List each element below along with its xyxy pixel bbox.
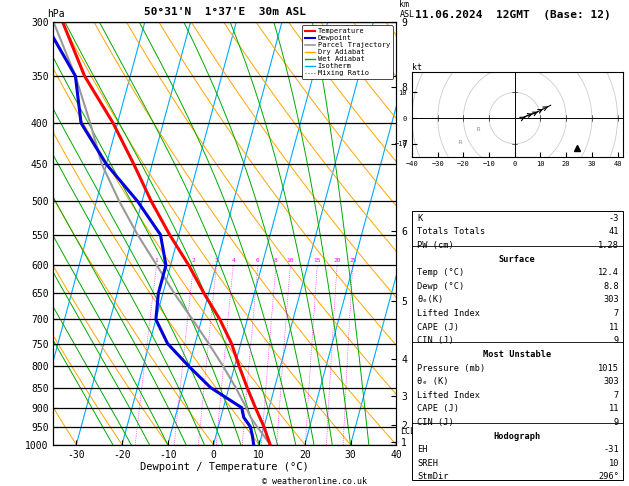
Text: 296°: 296° — [598, 472, 619, 482]
Text: CAPE (J): CAPE (J) — [417, 404, 459, 414]
Text: Hodograph: Hodograph — [494, 432, 541, 441]
Text: 10: 10 — [608, 459, 619, 468]
Text: 2: 2 — [192, 258, 196, 263]
Text: 303: 303 — [603, 377, 619, 386]
Text: -3: -3 — [608, 214, 619, 223]
Text: LCL: LCL — [399, 427, 415, 435]
Text: 9: 9 — [614, 418, 619, 427]
Text: 1015: 1015 — [598, 364, 619, 373]
Text: 10: 10 — [287, 258, 294, 263]
Text: Pressure (mb): Pressure (mb) — [417, 364, 486, 373]
Text: 41: 41 — [608, 227, 619, 237]
Text: 50°31'N  1°37'E  30m ASL: 50°31'N 1°37'E 30m ASL — [144, 7, 306, 17]
Text: © weatheronline.co.uk: © weatheronline.co.uk — [262, 476, 367, 486]
X-axis label: Dewpoint / Temperature (°C): Dewpoint / Temperature (°C) — [140, 462, 309, 472]
Text: 303: 303 — [603, 295, 619, 305]
Text: θₑ(K): θₑ(K) — [417, 295, 443, 305]
Text: 12.4: 12.4 — [598, 268, 619, 278]
Text: 8: 8 — [274, 258, 278, 263]
Text: 15: 15 — [314, 258, 321, 263]
Text: 11: 11 — [608, 404, 619, 414]
Text: 1.28: 1.28 — [598, 241, 619, 250]
Text: 3: 3 — [214, 258, 218, 263]
Text: -31: -31 — [603, 445, 619, 454]
Text: R: R — [459, 140, 462, 145]
Text: 9: 9 — [614, 336, 619, 346]
Text: 20: 20 — [333, 258, 341, 263]
Text: Most Unstable: Most Unstable — [483, 350, 552, 359]
Text: K: K — [417, 214, 422, 223]
Text: 7: 7 — [614, 309, 619, 318]
Text: 6: 6 — [256, 258, 260, 263]
Text: Dewp (°C): Dewp (°C) — [417, 282, 464, 291]
Text: Lifted Index: Lifted Index — [417, 391, 480, 400]
Text: StmDir: StmDir — [417, 472, 448, 482]
Text: R: R — [476, 127, 479, 132]
Text: CIN (J): CIN (J) — [417, 336, 454, 346]
Text: kt: kt — [412, 63, 422, 72]
Text: 11.06.2024  12GMT  (Base: 12): 11.06.2024 12GMT (Base: 12) — [415, 10, 611, 20]
Text: 11: 11 — [608, 323, 619, 332]
Text: km
ASL: km ASL — [399, 0, 415, 19]
Text: Mixing Ratio (g/kg): Mixing Ratio (g/kg) — [439, 250, 448, 338]
Text: 7: 7 — [614, 391, 619, 400]
Text: SREH: SREH — [417, 459, 438, 468]
Text: CAPE (J): CAPE (J) — [417, 323, 459, 332]
Text: 1: 1 — [155, 258, 159, 263]
Text: Totals Totals: Totals Totals — [417, 227, 486, 237]
Text: Surface: Surface — [499, 255, 536, 264]
Legend: Temperature, Dewpoint, Parcel Trajectory, Dry Adiabat, Wet Adiabat, Isotherm, Mi: Temperature, Dewpoint, Parcel Trajectory… — [302, 25, 392, 79]
Text: hPa: hPa — [47, 9, 65, 19]
Text: Lifted Index: Lifted Index — [417, 309, 480, 318]
Text: 4: 4 — [231, 258, 235, 263]
Text: Temp (°C): Temp (°C) — [417, 268, 464, 278]
Text: 25: 25 — [349, 258, 357, 263]
Text: θₑ (K): θₑ (K) — [417, 377, 448, 386]
Text: PW (cm): PW (cm) — [417, 241, 454, 250]
Text: 8.8: 8.8 — [603, 282, 619, 291]
Text: CIN (J): CIN (J) — [417, 418, 454, 427]
Text: EH: EH — [417, 445, 428, 454]
